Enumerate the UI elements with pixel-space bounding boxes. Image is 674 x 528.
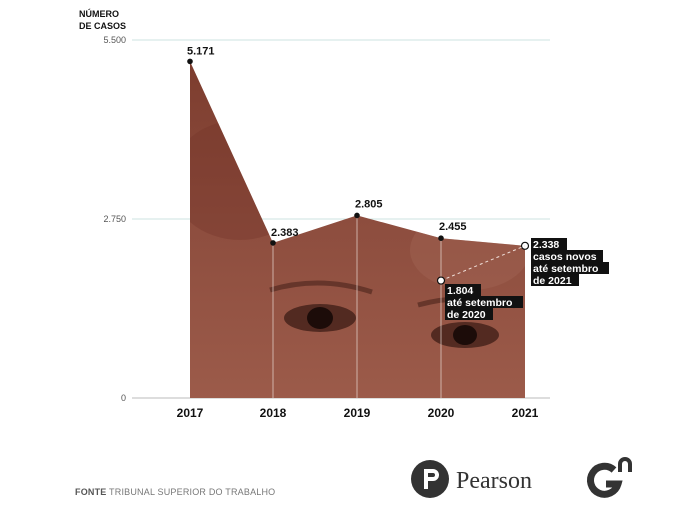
- x-tick-label: 2021: [512, 406, 539, 420]
- pearson-logo: Pearson: [411, 460, 532, 498]
- y-axis-ticks: 0 2.750 5.500: [103, 35, 126, 403]
- annotation-2021-box: [531, 274, 579, 286]
- data-labels: 5.171 2.383 2.805 2.455: [187, 45, 467, 238]
- partial-data-point: [436, 276, 446, 285]
- annotation-2020-box: [445, 308, 493, 320]
- gn-logo-icon: [587, 457, 632, 498]
- pearson-wordmark: Pearson: [456, 468, 532, 494]
- y-tick-label: 2.750: [103, 214, 126, 224]
- area-fill: [190, 61, 525, 398]
- data-points: [187, 58, 530, 285]
- source-label: FONTE: [75, 487, 107, 497]
- annotation-2021-box: [531, 238, 567, 250]
- data-point: [270, 240, 276, 246]
- x-tick-label: 2017: [177, 406, 204, 420]
- x-axis-ticks: 2017 2018 2019 2020 2021: [177, 406, 539, 420]
- annotation-2021-text: até setembro: [533, 263, 598, 275]
- data-point: [354, 212, 360, 219]
- data-label: 5.171: [187, 45, 215, 57]
- annotation-2020-text: até setembro: [447, 297, 512, 309]
- annotation-2020-text: 1.804: [447, 285, 473, 297]
- data-label: 2.805: [355, 198, 383, 210]
- source-note: FONTE TRIBUNAL SUPERIOR DO TRABALHO: [75, 487, 275, 497]
- annotation-2020-text: de 2020: [447, 309, 486, 321]
- pearson-p-icon: [411, 460, 449, 498]
- y-tick-label: 5.500: [103, 35, 126, 45]
- annotation-2021-box: [531, 250, 603, 262]
- data-point: [438, 235, 444, 242]
- x-tick-label: 2019: [344, 406, 371, 420]
- annotation-2020-box: [445, 284, 481, 296]
- data-label: 2.383: [271, 227, 299, 239]
- x-tick-label: 2020: [428, 406, 455, 420]
- data-label: 2.455: [439, 221, 467, 233]
- data-point: [187, 58, 193, 65]
- y-axis-title-line2: DE CASOS: [79, 21, 126, 31]
- annotation-2021-box: [531, 262, 609, 274]
- x-tick-label: 2018: [260, 406, 287, 420]
- annotation-2021-text: 2.338: [533, 239, 559, 251]
- annotation-2020-box: [445, 296, 523, 308]
- source-text: TRIBUNAL SUPERIOR DO TRABALHO: [109, 487, 276, 497]
- annotation-2021-text: de 2021: [533, 275, 572, 287]
- chart: 0 2.750 5.500 NÚMERO DE CASOS 2017 2018 2019…: [79, 8, 609, 420]
- category-lines: [272, 215, 442, 398]
- y-axis-title-line1: NÚMERO: [79, 8, 119, 19]
- y-tick-label: 0: [121, 393, 126, 403]
- annotation-2021-text: casos novos: [533, 251, 597, 263]
